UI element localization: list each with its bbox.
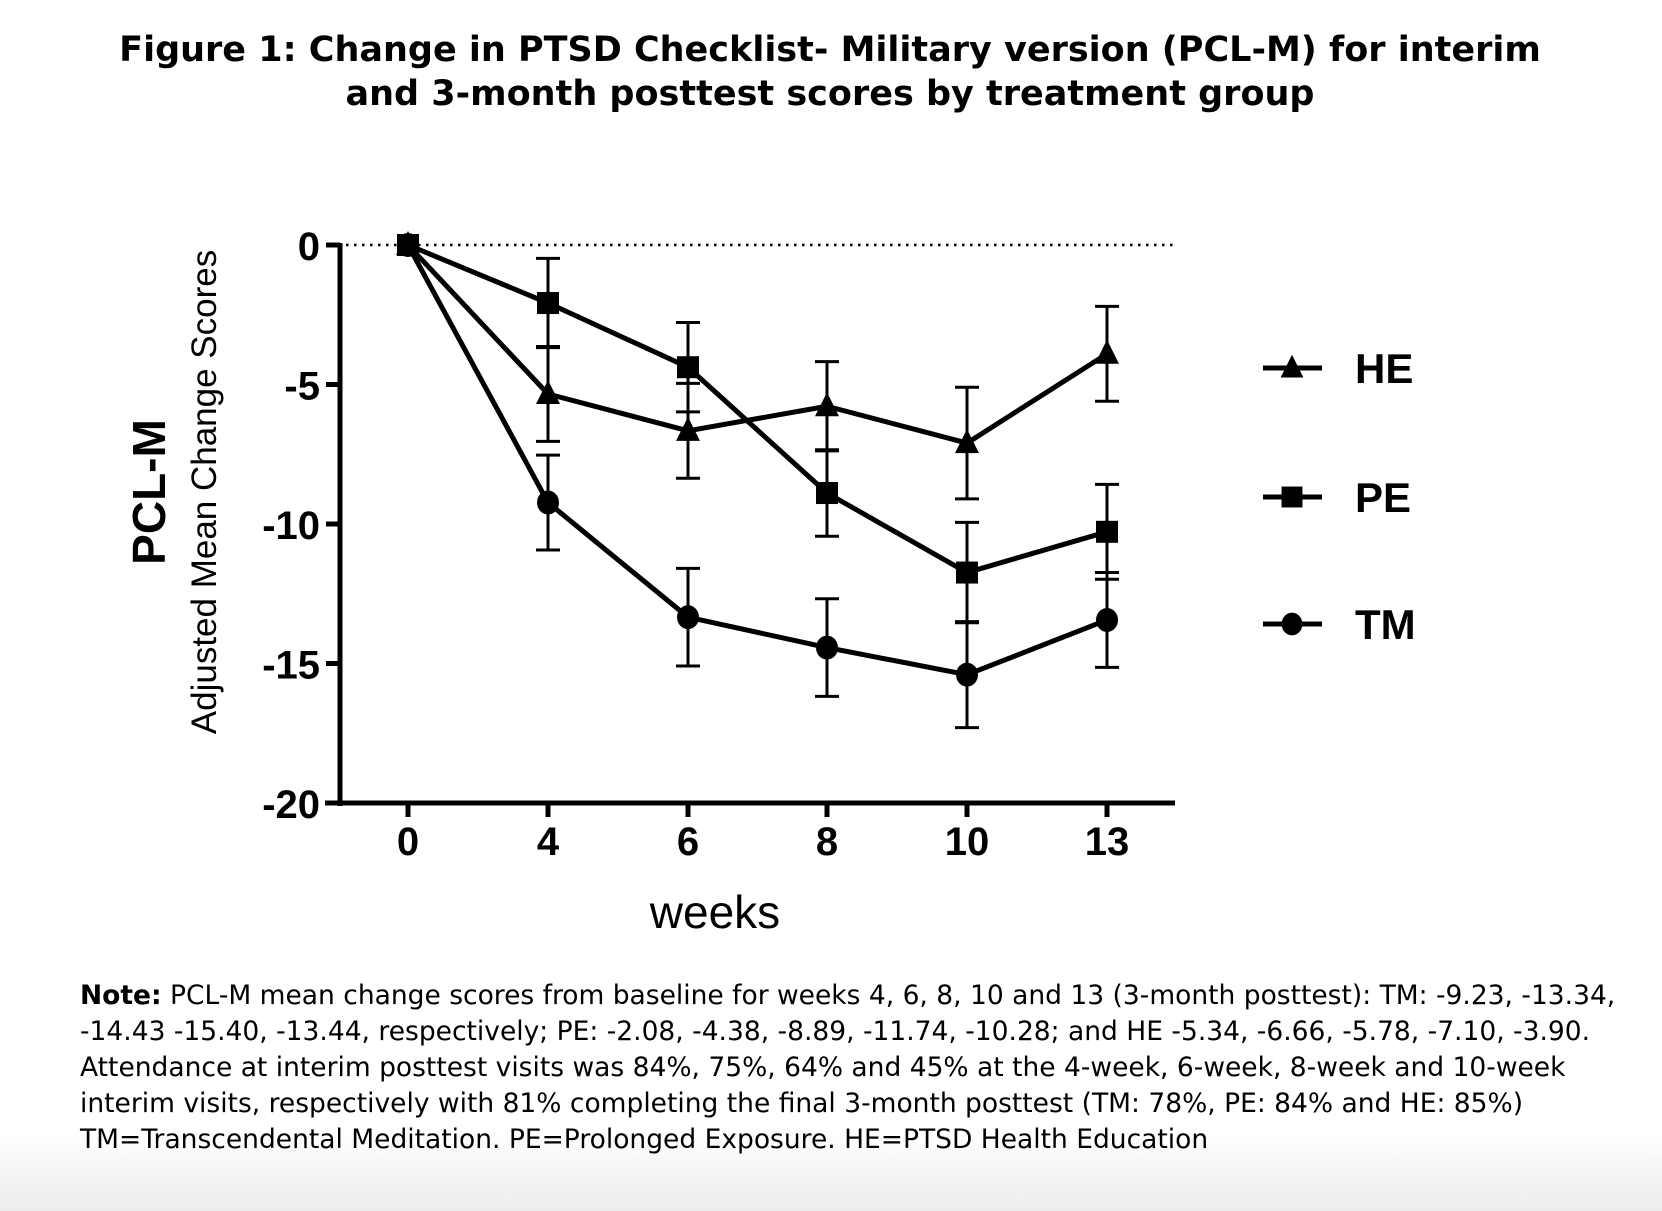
y-tick-label: -15 — [262, 644, 320, 688]
y-axis-labels: PCL-M Adjusted Mean Change Scores — [123, 250, 224, 734]
data-point-he — [815, 392, 839, 417]
series-layer — [396, 231, 1119, 730]
y-tick-label: -10 — [262, 504, 320, 548]
data-point-tm — [1096, 607, 1118, 632]
data-point-pe — [537, 292, 559, 315]
legend-label: PE — [1355, 474, 1411, 521]
legend-marker-square-icon — [1281, 486, 1303, 508]
x-tick-label: 8 — [816, 820, 838, 864]
data-point-he — [536, 379, 560, 404]
y-tick-label: 0 — [298, 225, 320, 269]
data-point-pe — [816, 482, 838, 505]
legend-label: HE — [1355, 345, 1413, 392]
note-label: Note: — [80, 980, 162, 1011]
line-chart: PCL-M Adjusted Mean Change Scores 0 -5 -10… — [123, 225, 1416, 938]
legend-label: TM — [1355, 601, 1416, 648]
legend-item-he: HE — [1263, 345, 1413, 392]
series-line-pe — [407, 242, 1108, 576]
series-line-he — [406, 243, 1109, 446]
x-tick-label: 4 — [537, 820, 560, 864]
legend-item-tm: TM — [1263, 601, 1416, 648]
y-axis-subtitle: Adjusted Mean Change Scores — [185, 250, 224, 734]
legend-marker-circle-icon — [1281, 612, 1303, 636]
y-axis-title: PCL-M — [123, 419, 175, 565]
data-point-he — [1095, 339, 1119, 364]
page-bottom-shade — [0, 1131, 1662, 1211]
legend-marker-triangle-icon — [1280, 354, 1304, 378]
y-tick-label: -5 — [284, 365, 320, 409]
data-point-he — [676, 416, 700, 441]
x-tick-label: 6 — [677, 820, 699, 864]
figure-title-line-2: and 3-month posttest scores by treatment… — [345, 74, 1315, 114]
x-tick-label: 10 — [945, 820, 990, 864]
data-point-pe — [1096, 520, 1118, 543]
data-point-tm — [956, 662, 978, 687]
data-point-tm — [816, 635, 838, 660]
data-point-pe — [956, 561, 978, 584]
axes: 0 -5 -10 -15 -20 0 4 6 8 10 13 — [262, 225, 1175, 864]
x-axis-title: weeks — [649, 886, 780, 938]
figure-note: Note: PCL-M mean change scores from base… — [80, 978, 1660, 1158]
x-tick-label: 0 — [397, 820, 419, 864]
data-point-pe — [677, 356, 699, 379]
legend-item-pe: PE — [1263, 474, 1411, 521]
y-tick-label: -20 — [262, 783, 320, 827]
data-point-tm — [397, 233, 419, 257]
note-text: PCL-M mean change scores from baseline f… — [80, 980, 1616, 1155]
data-point-he — [955, 429, 979, 454]
data-point-tm — [677, 605, 699, 630]
figure-title: Figure 1: Change in PTSD Checklist- Mili… — [60, 28, 1600, 116]
data-point-tm — [537, 490, 559, 515]
figure-title-line-1: Figure 1: Change in PTSD Checklist- Mili… — [119, 30, 1541, 70]
legend: HE PE TM — [1263, 345, 1416, 648]
x-tick-label: 13 — [1085, 820, 1130, 864]
series-line-tm — [405, 243, 1108, 678]
series-pe — [397, 234, 1119, 625]
series-he — [396, 231, 1119, 501]
series-tm — [397, 233, 1119, 730]
